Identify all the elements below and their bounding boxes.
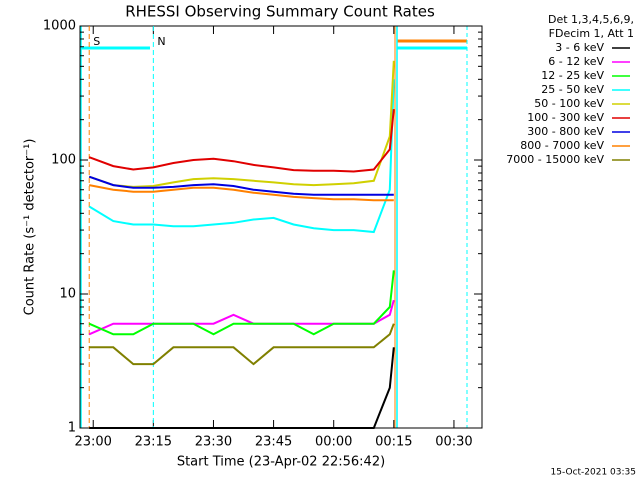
y-tick-label: 1000	[43, 19, 76, 34]
series-line	[88, 270, 395, 336]
x-tick-label: 23:30	[195, 435, 232, 450]
x-axis-label: Start Time (23-Apr-02 22:56:42)	[177, 455, 385, 470]
legend-label: 7000 - 15000 keV	[506, 153, 604, 166]
x-tick-label: 23:00	[74, 435, 111, 450]
x-tick-label: 23:15	[135, 435, 172, 450]
x-tick-label: 23:45	[255, 435, 292, 450]
series-line	[88, 79, 395, 234]
series-line	[89, 323, 395, 366]
series-line	[88, 109, 395, 173]
y-tick-label: 1	[68, 421, 76, 436]
x-tick-label: 00:15	[375, 435, 412, 450]
annotation-label: S	[93, 35, 100, 48]
legend-header: FDecim 1, Att 1	[549, 27, 634, 40]
series-line	[89, 347, 395, 429]
y-tick-label: 100	[51, 153, 76, 168]
series-line	[88, 60, 395, 188]
legend-label: 25 - 50 keV	[541, 83, 604, 96]
x-tick-label: 00:30	[435, 435, 472, 450]
legend-label: 800 - 7000 keV	[520, 139, 604, 152]
series-line	[89, 184, 394, 202]
y-tick-label: 10	[59, 287, 76, 302]
series-line	[88, 175, 394, 196]
x-tick-label: 00:00	[315, 435, 352, 450]
legend-label: 100 - 300 keV	[527, 111, 604, 124]
chart-title: RHESSI Observing Summary Count Rates	[125, 3, 435, 21]
legend-label: 50 - 100 keV	[534, 97, 604, 110]
annotation-label: N	[157, 35, 165, 48]
legend-label: 300 - 800 keV	[527, 125, 604, 138]
legend-header: Det 1,3,4,5,6,9,	[548, 13, 634, 26]
footer: 15-Oct-2021 03:35	[551, 468, 636, 478]
y-axis-label: Count Rate (s⁻¹ detector⁻¹)	[23, 139, 38, 316]
legend-label: 3 - 6 keV	[555, 41, 604, 54]
legend-label: 6 - 12 keV	[548, 55, 604, 68]
legend-label: 12 - 25 keV	[541, 69, 604, 82]
